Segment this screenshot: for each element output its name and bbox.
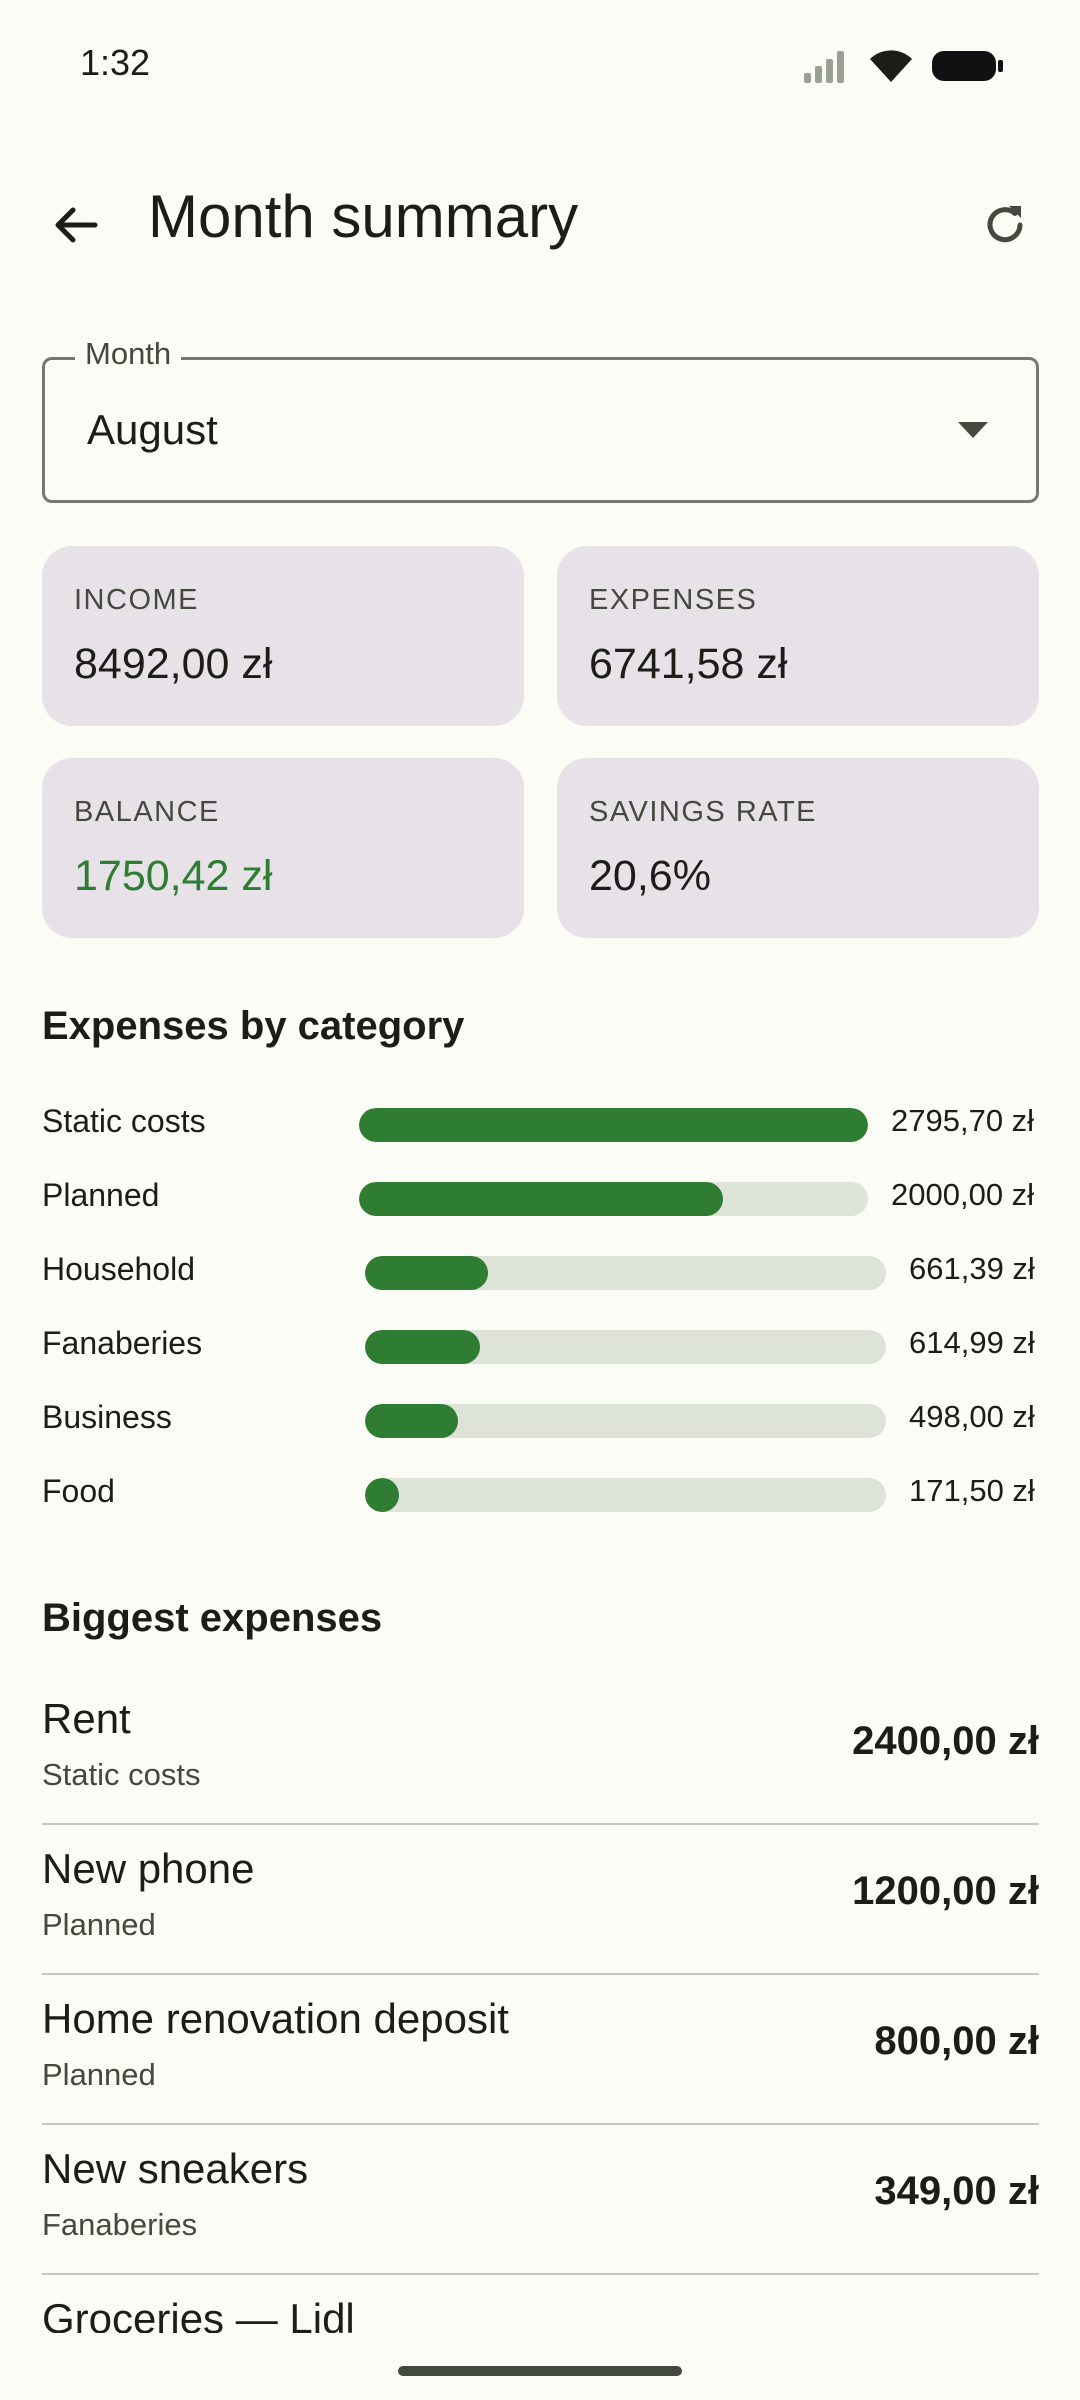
- category-row: Fanaberies 614,99 zł: [0, 1319, 1080, 1369]
- expenses-card: EXPENSES 6741,58 zł: [557, 546, 1039, 726]
- category-section-title: Expenses by category: [42, 1004, 465, 1048]
- month-dropdown[interactable]: Month August: [42, 336, 1039, 503]
- category-amount: 171,50 zł: [909, 1473, 1035, 1508]
- expense-list-clip: Groceries — Lidl: [42, 2275, 1039, 2333]
- page-title: Month summary: [148, 183, 579, 250]
- category-bar-fill: [359, 1108, 868, 1142]
- category-name: Household: [42, 1251, 195, 1287]
- category-name: Planned: [42, 1177, 160, 1213]
- category-bar-track: [359, 1182, 868, 1216]
- expense-amount: 800,00 zł: [874, 2019, 1039, 2063]
- category-bar-track: [365, 1478, 886, 1512]
- category-row: Food 171,50 zł: [0, 1467, 1080, 1517]
- month-value: August: [87, 406, 218, 453]
- category-bar-fill: [359, 1182, 724, 1216]
- category-name: Fanaberies: [42, 1325, 203, 1361]
- expense-list-item[interactable]: Rent Static costs 2400,00 zł: [42, 1675, 1039, 1825]
- battery-icon: [932, 51, 1003, 81]
- balance-value: 1750,42 zł: [74, 852, 273, 900]
- expense-category: Planned: [42, 1907, 156, 1942]
- category-bar-track: [359, 1108, 868, 1142]
- expense-name: Rent: [42, 1695, 131, 1742]
- wifi-icon: [870, 50, 912, 82]
- expenses-label: EXPENSES: [589, 584, 758, 616]
- expense-category: Static costs: [42, 1757, 201, 1792]
- expense-list-item[interactable]: Home renovation deposit Planned 800,00 z…: [42, 1975, 1039, 2125]
- month-label: Month: [75, 336, 182, 372]
- expense-amount: 349,00 zł: [874, 2169, 1039, 2213]
- status-bar: 1:32: [0, 0, 1080, 134]
- signal-icon: [804, 51, 844, 83]
- category-bar-fill: [365, 1330, 480, 1364]
- refresh-button[interactable]: [970, 190, 1040, 260]
- income-label: INCOME: [74, 584, 199, 616]
- expense-amount: 1200,00 zł: [852, 1869, 1039, 1913]
- category-amount: 498,00 zł: [909, 1399, 1035, 1434]
- category-bar-track: [365, 1330, 886, 1364]
- expense-list-item[interactable]: New sneakers Fanaberies 349,00 zł: [42, 2125, 1039, 2275]
- category-bar-track: [365, 1256, 886, 1290]
- balance-card: BALANCE 1750,42 zł: [42, 758, 524, 938]
- savings-rate-value: 20,6%: [589, 852, 711, 900]
- expense-amount: 2400,00 zł: [852, 1719, 1039, 1763]
- back-button[interactable]: [40, 190, 110, 260]
- expense-category: Planned: [42, 2057, 156, 2092]
- biggest-expenses-title: Biggest expenses: [42, 1596, 383, 1640]
- category-row: Household 661,39 zł: [0, 1245, 1080, 1295]
- category-bar-fill: [365, 1478, 399, 1512]
- arrow-back-icon: [55, 207, 98, 243]
- refresh-icon: [987, 206, 1023, 243]
- app-bar: Month summary: [0, 160, 1080, 280]
- balance-label: BALANCE: [74, 796, 220, 828]
- arrow-drop-down-icon: [958, 422, 988, 438]
- category-bar-fill: [365, 1256, 489, 1290]
- category-amount: 2000,00 zł: [891, 1177, 1035, 1212]
- expense-name: Home renovation deposit: [42, 1995, 509, 2042]
- category-bar-fill: [365, 1404, 458, 1438]
- status-time: 1:32: [80, 42, 151, 83]
- income-value: 8492,00 zł: [74, 640, 273, 688]
- savings-rate-card: SAVINGS RATE 20,6%: [557, 758, 1039, 938]
- savings-rate-label: SAVINGS RATE: [589, 796, 818, 828]
- gesture-nav-handle[interactable]: [398, 2366, 682, 2376]
- expense-list-item[interactable]: Groceries — Lidl: [42, 2275, 1039, 2333]
- expenses-value: 6741,58 zł: [589, 640, 788, 688]
- category-name: Food: [42, 1473, 115, 1509]
- category-name: Business: [42, 1399, 172, 1435]
- expense-category: Fanaberies: [42, 2207, 198, 2242]
- category-name: Static costs: [42, 1103, 206, 1139]
- category-row: Static costs 2795,70 zł: [0, 1097, 1080, 1147]
- income-card: INCOME 8492,00 zł: [42, 546, 524, 726]
- expense-name: Groceries — Lidl: [42, 2295, 355, 2333]
- status-icons: [802, 48, 1004, 84]
- expense-list-item[interactable]: New phone Planned 1200,00 zł: [42, 1825, 1039, 1975]
- category-amount: 661,39 zł: [909, 1251, 1035, 1286]
- category-amount: 614,99 zł: [909, 1325, 1035, 1360]
- category-row: Business 498,00 zł: [0, 1393, 1080, 1443]
- expense-name: New phone: [42, 1845, 255, 1892]
- expense-name: New sneakers: [42, 2145, 309, 2192]
- category-row: Planned 2000,00 zł: [0, 1171, 1080, 1221]
- category-amount: 2795,70 zł: [891, 1103, 1035, 1138]
- category-bar-track: [365, 1404, 886, 1438]
